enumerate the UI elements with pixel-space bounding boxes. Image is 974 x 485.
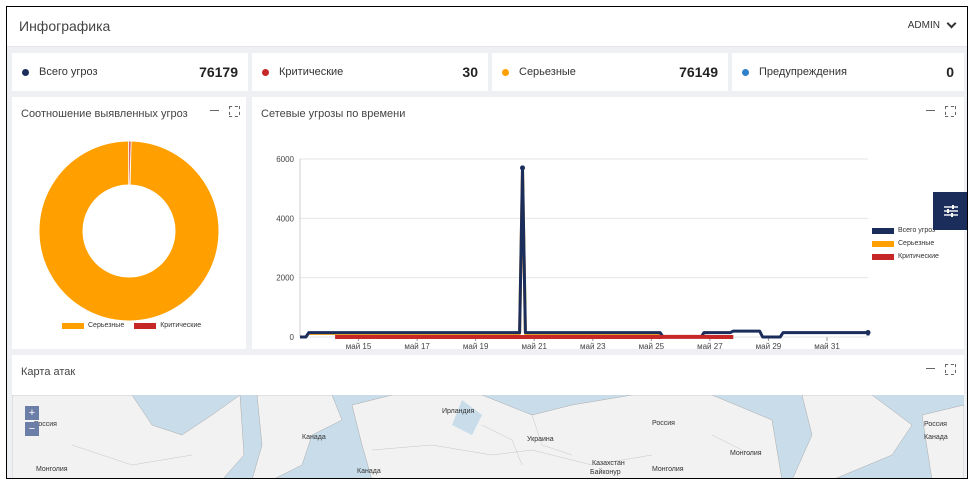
stat-label: Предупреждения xyxy=(759,66,847,78)
x-tick-label: май 27 xyxy=(697,342,723,349)
panel-title: Сетевые угрозы по времени xyxy=(261,108,406,120)
data-point[interactable] xyxy=(520,165,526,171)
y-tick-label: 6000 xyxy=(276,155,294,164)
stat-card-critical: Критические 30 xyxy=(252,53,488,91)
map-label: Канада xyxy=(924,434,948,441)
status-dot xyxy=(262,68,269,76)
legend-swatch xyxy=(872,253,894,260)
donut-chart xyxy=(38,140,220,322)
line-chart: 0 2000 4000 6000 май 15 май 17 май 19 май 21 май… xyxy=(276,155,871,349)
map-label: Канада xyxy=(302,434,326,441)
map-label: Россия xyxy=(924,421,947,428)
legend-item-critical[interactable]: Критические xyxy=(872,253,942,260)
stat-label: Всего угроз xyxy=(39,66,98,78)
map-label: Россия xyxy=(652,420,675,427)
map-label: Украина xyxy=(527,436,554,443)
legend-item-serious[interactable]: Серьезные xyxy=(872,240,942,247)
x-tick-label: май 19 xyxy=(463,342,489,349)
map-labels: Россия Канада Монголия Ирландия Украина … xyxy=(34,408,948,476)
stat-value: 76179 xyxy=(199,64,238,80)
series-line[interactable] xyxy=(308,167,661,335)
legend-item-total[interactable]: Всего угроз xyxy=(872,227,942,234)
page-title: Инфографика xyxy=(19,18,111,34)
x-tick-label: май 25 xyxy=(639,342,665,349)
stat-label: Критические xyxy=(279,66,344,78)
world-map[interactable]: Россия Канада Монголия Ирландия Украина … xyxy=(12,395,964,479)
status-dot xyxy=(22,68,29,76)
map-label: Казахстан xyxy=(592,460,625,467)
pie-slice[interactable] xyxy=(38,140,220,322)
map-label: Монголия xyxy=(730,450,762,457)
data-point[interactable] xyxy=(865,330,871,336)
legend-item-serious[interactable]: Серьезные xyxy=(62,322,124,329)
y-tick-label: 2000 xyxy=(276,274,294,283)
map-label: Канада xyxy=(357,468,381,475)
user-name: ADMIN xyxy=(907,20,940,31)
x-tick-label: май 17 xyxy=(404,342,430,349)
minimize-icon[interactable] xyxy=(926,110,935,111)
chevron-down-icon xyxy=(946,18,957,29)
legend-label: Критические xyxy=(160,322,202,329)
stat-value: 76149 xyxy=(679,64,718,80)
legend-swatch xyxy=(62,322,84,329)
stat-label: Серьезные xyxy=(519,66,576,78)
panel-title: Карта атак xyxy=(21,366,76,378)
stat-value: 30 xyxy=(462,64,478,80)
x-tick-label: май 21 xyxy=(521,342,547,349)
fullscreen-icon[interactable] xyxy=(229,106,238,115)
minimize-icon[interactable] xyxy=(926,368,935,369)
pie-slice[interactable] xyxy=(128,140,132,186)
x-tick-label: май 23 xyxy=(580,342,606,349)
x-tick-label: май 29 xyxy=(756,342,782,349)
fullscreen-icon[interactable] xyxy=(945,364,954,373)
app-frame: Инфографика ADMIN Всего угроз 76179 Крит… xyxy=(6,6,968,479)
line-legend: Всего угроз Серьезные Критические xyxy=(872,227,942,260)
attack-map-panel: Карта атак Россия Канада xyxy=(12,355,964,479)
panel-controls xyxy=(210,106,238,115)
panel-controls xyxy=(926,364,954,373)
filter-settings-button[interactable] xyxy=(933,192,967,230)
map-label: Монголия xyxy=(36,466,68,473)
legend-label: Критические xyxy=(898,253,939,260)
zoom-in-button[interactable]: + xyxy=(25,406,39,420)
minimize-icon[interactable] xyxy=(210,110,219,111)
map-label: Монголия xyxy=(652,466,684,473)
legend-label: Всего угроз xyxy=(898,227,936,234)
legend-swatch xyxy=(872,227,894,234)
legend-swatch xyxy=(134,322,157,329)
x-tick-label: май 31 xyxy=(814,342,840,349)
x-tick-label: май 15 xyxy=(346,342,372,349)
stat-value: 0 xyxy=(946,64,954,80)
threat-ratio-panel: Соотношение выявленных угроз Серьезные К… xyxy=(12,97,246,349)
map-label: Россия xyxy=(34,421,57,428)
panel-controls xyxy=(926,106,954,115)
y-tick-label: 4000 xyxy=(276,214,294,223)
legend-label: Серьезные xyxy=(88,322,125,329)
stat-card-warnings: Предупреждения 0 xyxy=(732,53,964,91)
stat-card-serious: Серьезные 76149 xyxy=(492,53,728,91)
status-dot xyxy=(502,68,509,76)
legend-item-critical[interactable]: Критические xyxy=(134,322,201,329)
zoom-out-button[interactable]: − xyxy=(25,422,39,436)
legend-label: Серьезные xyxy=(898,240,935,247)
panel-title: Соотношение выявленных угроз xyxy=(21,108,188,120)
donut-legend: Серьезные Критические xyxy=(62,322,201,329)
y-tick-label: 0 xyxy=(290,333,295,342)
map-label: Байконур xyxy=(590,468,621,476)
stat-card-total: Всего угроз 76179 xyxy=(12,53,248,91)
legend-swatch xyxy=(872,240,894,247)
sliders-icon xyxy=(944,205,958,217)
header-bar: Инфографика ADMIN xyxy=(7,7,967,47)
map-label: Ирландия xyxy=(442,408,475,415)
status-dot xyxy=(742,68,749,76)
user-menu[interactable]: ADMIN xyxy=(907,18,957,31)
threats-over-time-panel: Сетевые угрозы по времени 0 2000 4000 6000 м… xyxy=(252,97,964,349)
series-line[interactable] xyxy=(300,166,870,339)
